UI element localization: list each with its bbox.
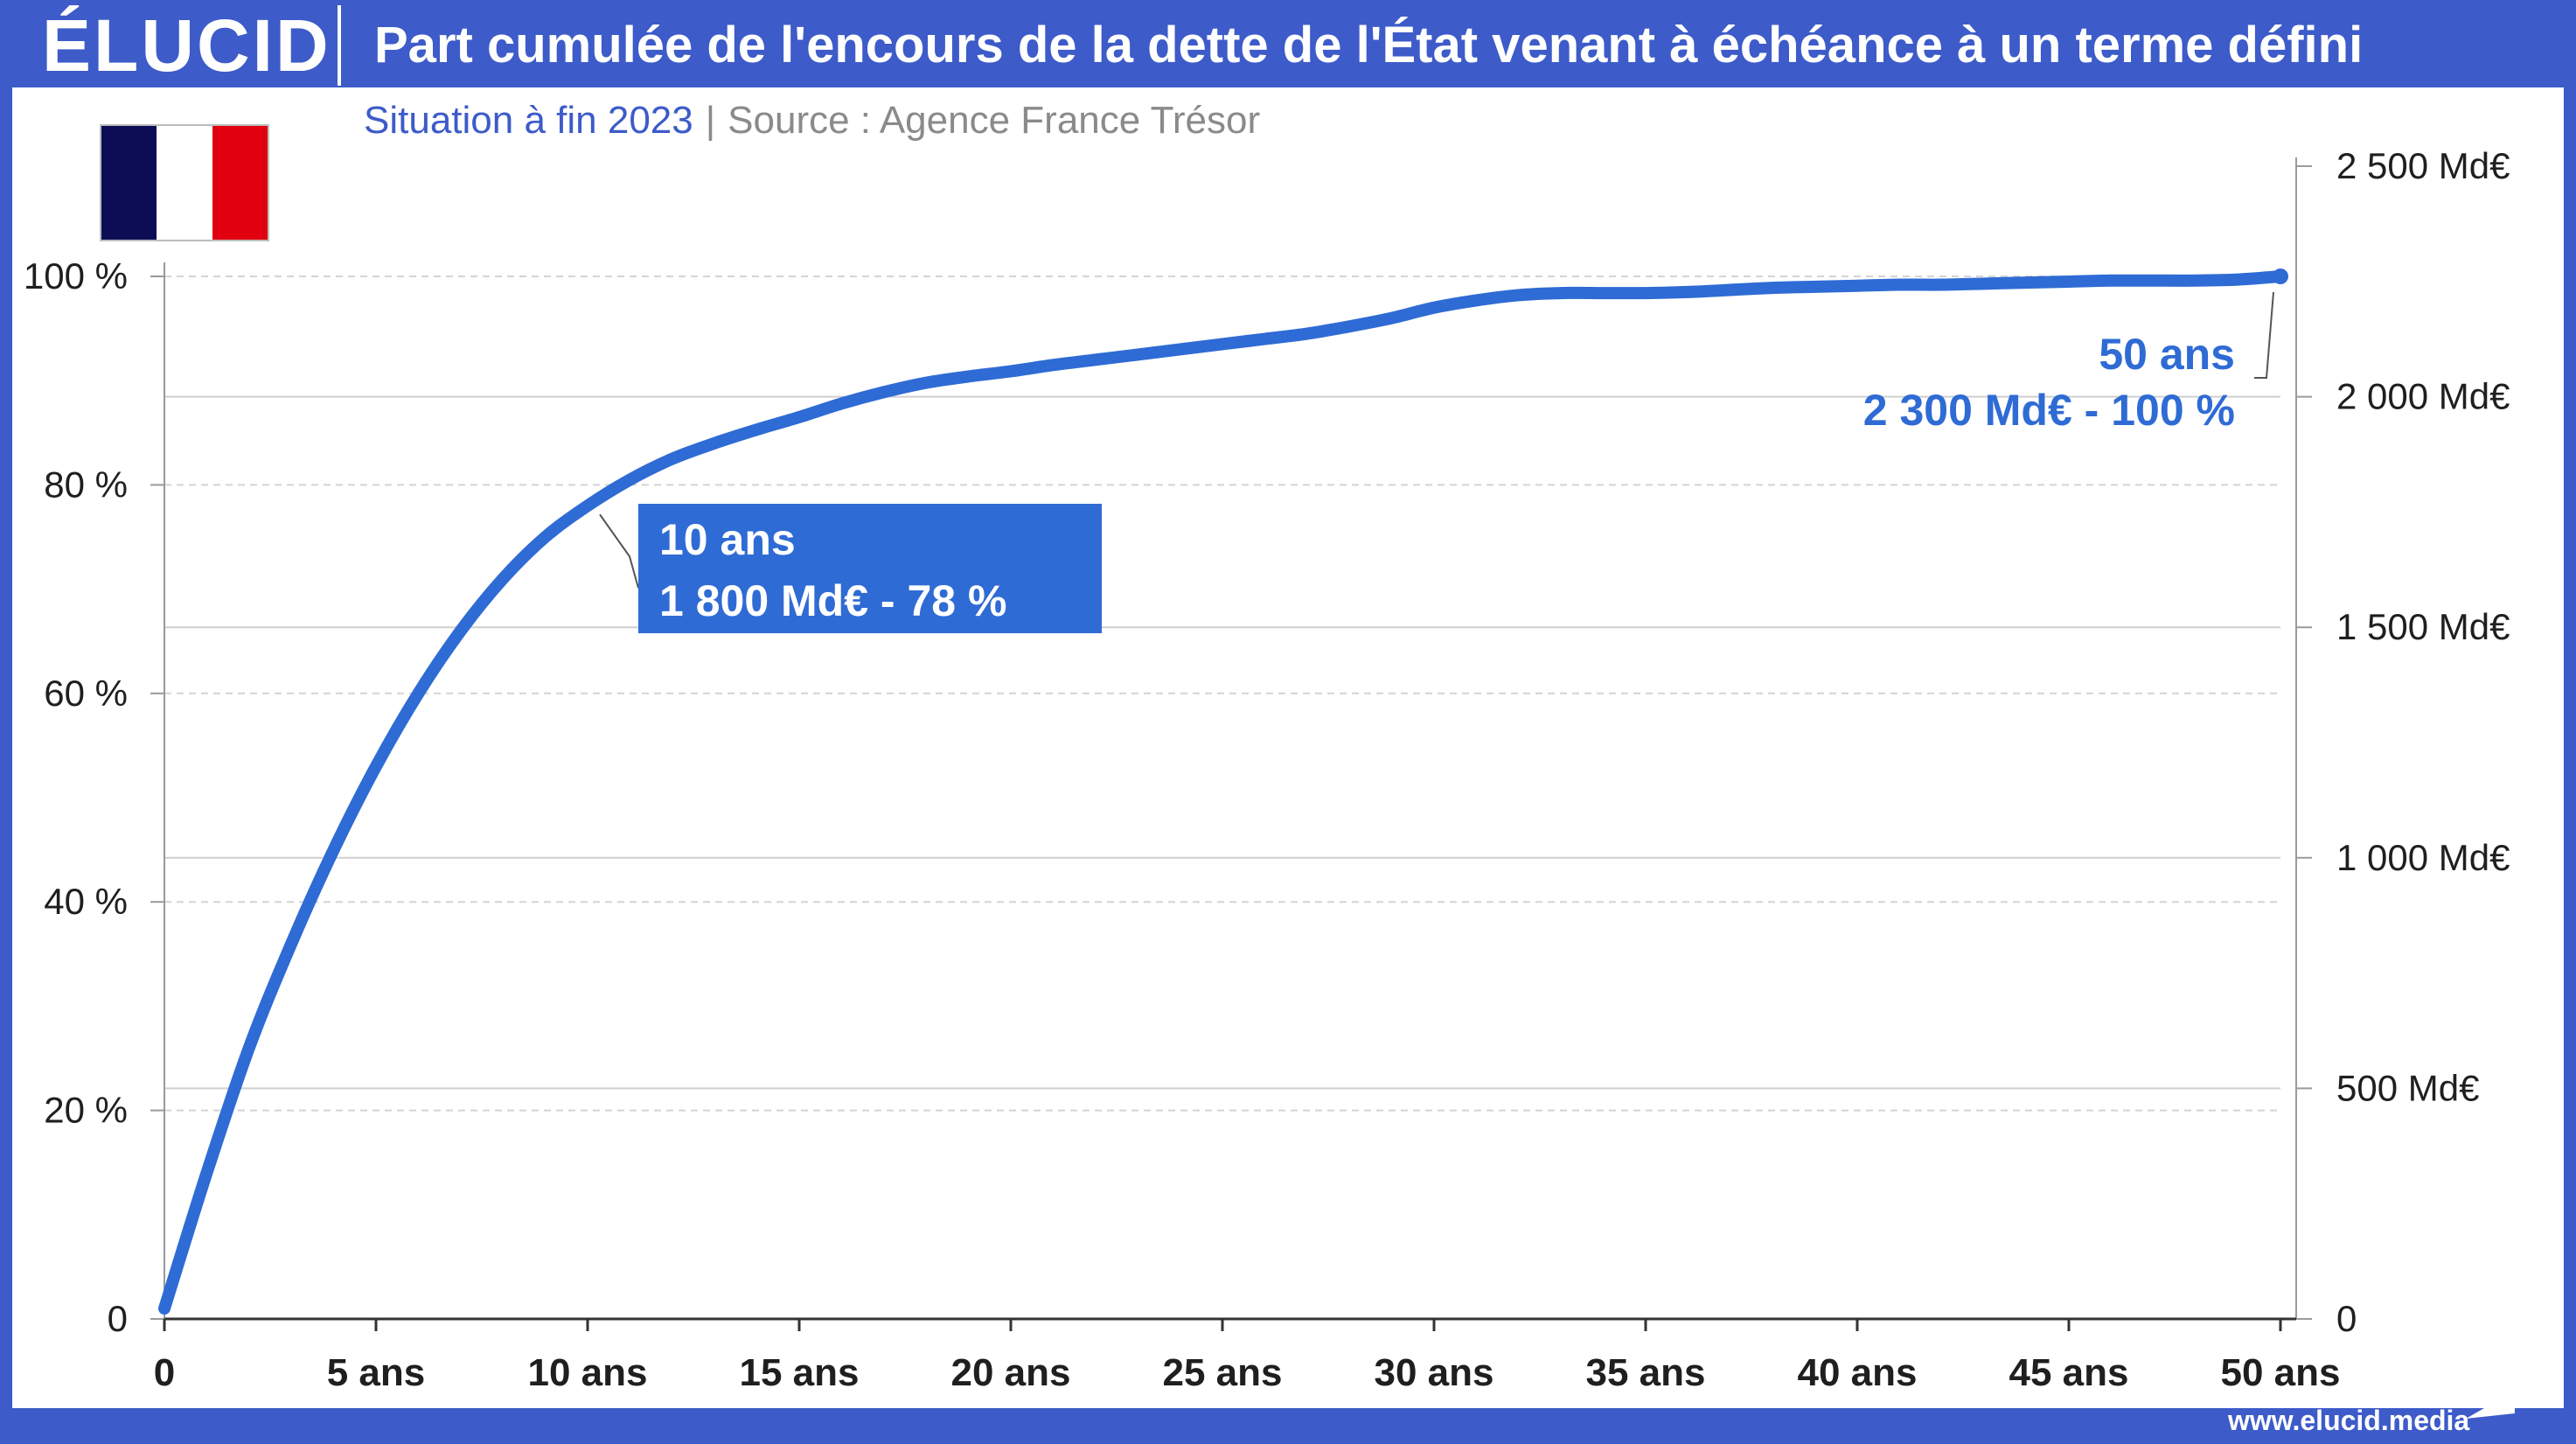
- chart-subtitle: Situation à fin 2023 | Source : Agence Fra…: [364, 96, 1260, 145]
- france-flag-icon: [100, 124, 269, 241]
- series-end-point: [2273, 269, 2288, 284]
- source-label: Source : Agence France Trésor: [728, 99, 1261, 142]
- y-left-tick-label: 100 %: [24, 255, 128, 296]
- footer-url[interactable]: www.elucid.media: [2228, 1405, 2470, 1436]
- x-tick-label: 30 ans: [1375, 1351, 1494, 1394]
- annotation-50-leader: [2254, 291, 2274, 379]
- x-tick-label: 10 ans: [528, 1351, 648, 1394]
- y-left-tick-label: 80 %: [44, 464, 128, 505]
- y-right-tick-label: 500 Md€: [2336, 1067, 2479, 1108]
- annotation-50-value: 2 300 Md€ - 100 %: [1863, 386, 2235, 435]
- grid-percent-lines: [164, 276, 2280, 1112]
- y-right-tick-label: 1 500 Md€: [2336, 606, 2510, 647]
- header-divider: [338, 5, 341, 86]
- annotation-50-title: 50 ans: [2099, 330, 2235, 379]
- annotation-10-value: 1 800 Md€ - 78 %: [659, 576, 1006, 625]
- x-tick-label: 15 ans: [740, 1351, 860, 1394]
- annotations-group: 10 ans 1 800 Md€ - 78 % 50 ans 2 300 Md€ - …: [599, 291, 2274, 633]
- elucid-logo[interactable]: ÉLUCID: [42, 4, 331, 87]
- y-left-tick-label: 20 %: [44, 1090, 128, 1131]
- annotation-10-title: 10 ans: [659, 515, 796, 564]
- y-right-tick-label: 1 000 Md€: [2336, 837, 2510, 878]
- y-right-tick-label: 2 500 Md€: [2336, 145, 2510, 186]
- y-left-tick-label: 60 %: [44, 673, 128, 714]
- x-axis-ticks: 0 5 ans 10 ans 15 ans 20 ans 25 ans 30 ans 35 a…: [154, 1319, 2341, 1394]
- y-axis-right-ticks: 0 500 Md€ 1 000 Md€ 1 500 Md€ 2 000 Md€ 2 500…: [2296, 145, 2510, 1339]
- x-tick-label: 20 ans: [951, 1351, 1071, 1394]
- chart-title: Part cumulée de l'encours de la dette de…: [374, 17, 2364, 73]
- x-tick-label: 0: [154, 1351, 175, 1394]
- chart-panel: [12, 87, 2564, 1408]
- y-right-tick-label: 2 000 Md€: [2336, 376, 2510, 417]
- y-right-tick-label: 0: [2336, 1298, 2357, 1339]
- elucid-arrow-icon: [2466, 1391, 2515, 1419]
- x-tick-label: 50 ans: [2221, 1351, 2341, 1394]
- flag-white-stripe: [157, 126, 212, 240]
- annotation-10-leader: [599, 513, 639, 589]
- x-tick-label: 35 ans: [1586, 1351, 1706, 1394]
- y-left-tick-label: 0: [108, 1298, 128, 1339]
- subtitle-separator: |: [705, 99, 716, 142]
- annotation-10-box: [638, 504, 1102, 633]
- y-axis-left-ticks: 0 20 % 40 % 60 % 80 % 100 %: [24, 255, 164, 1339]
- x-tick-label: 5 ans: [327, 1351, 426, 1394]
- series-group: [158, 269, 2288, 1315]
- y-left-tick-label: 40 %: [44, 881, 128, 922]
- x-tick-label: 40 ans: [1798, 1351, 1918, 1394]
- chart-axes: [164, 157, 2297, 1321]
- situation-label: Situation à fin 2023: [364, 99, 693, 142]
- flag-blue-stripe: [101, 126, 157, 240]
- series-line-encours: [158, 270, 2287, 1315]
- flag-red-stripe: [212, 126, 268, 240]
- x-tick-label: 25 ans: [1163, 1351, 1283, 1394]
- header-bar: ÉLUCID Part cumulée de l'encours de la d…: [0, 0, 2576, 87]
- x-tick-label: 45 ans: [2009, 1351, 2129, 1394]
- grid-euro-lines: [164, 395, 2280, 1090]
